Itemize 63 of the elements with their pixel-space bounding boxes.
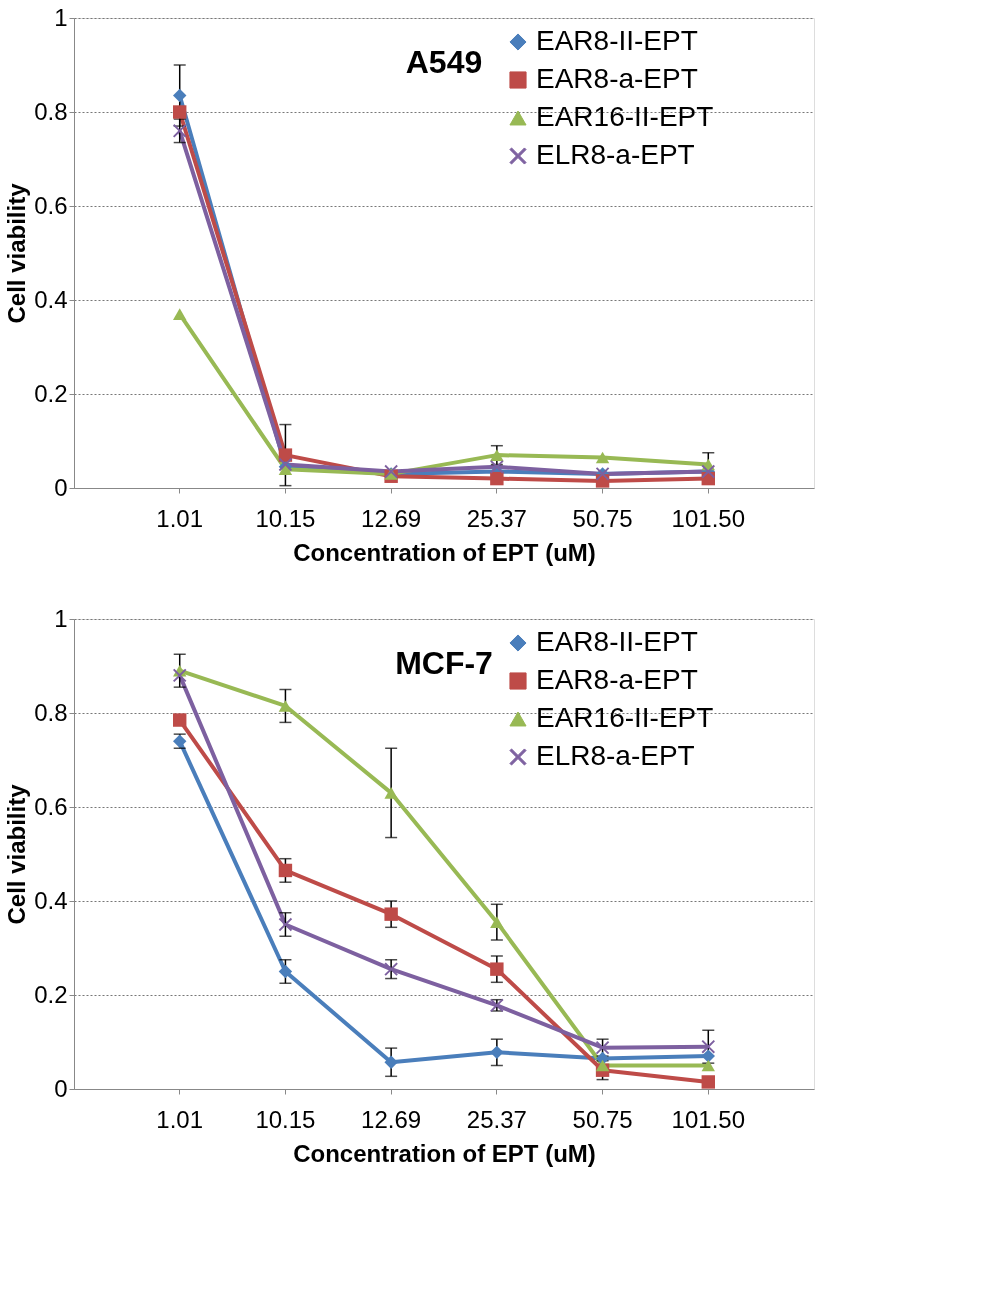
point — [490, 449, 504, 461]
x-tick-label: 25.37 — [466, 1105, 527, 1133]
point — [384, 907, 398, 921]
x-tick-label: 10.15 — [255, 504, 316, 532]
point — [701, 1039, 715, 1054]
y-tick-label: 0 — [54, 473, 68, 501]
x-tick-label: 50.75 — [572, 504, 633, 532]
point — [595, 451, 610, 464]
point — [490, 916, 504, 928]
x-tick-label: 25.37 — [466, 504, 527, 532]
y-axis-title: Cell viability — [3, 182, 31, 324]
point — [173, 713, 187, 727]
point — [384, 787, 398, 799]
y-tick-label: 0 — [54, 1074, 68, 1102]
point — [701, 1049, 715, 1063]
point — [490, 962, 504, 976]
point — [701, 1075, 715, 1089]
y-axis-title: Cell viability — [3, 783, 31, 925]
legend-label: EAR16-II-EPT — [536, 702, 714, 733]
y-tick-label: 1 — [54, 604, 68, 632]
x-tick-label: 12.69 — [361, 1105, 422, 1133]
point — [173, 668, 187, 683]
y-tick-label: 0.6 — [34, 792, 68, 820]
point — [173, 88, 187, 103]
legend-label: EAR16-II-EPT — [536, 101, 714, 132]
legend-label: EAR8-a-EPT — [536, 664, 698, 695]
legend-label: EAR8-a-EPT — [536, 63, 698, 94]
x-tick-label: 101.50 — [671, 1105, 745, 1133]
x-axis-title: Concentration of EPT (uM) — [293, 538, 596, 566]
x-tick-label: 1.01 — [156, 504, 204, 532]
x-tick-label: 101.50 — [671, 504, 745, 532]
point — [384, 1055, 398, 1069]
y-tick-label: 0.8 — [34, 698, 68, 726]
text: MCF-7 — [395, 645, 493, 681]
y-tick-label: 0.8 — [34, 97, 68, 125]
y-tick-label: 0.4 — [34, 285, 68, 313]
x-tick-label: 10.15 — [255, 1105, 316, 1133]
x-tick-label: 50.75 — [572, 1105, 633, 1133]
point — [595, 1059, 610, 1072]
point — [490, 1045, 504, 1060]
x-axis-title: Concentration of EPT (uM) — [293, 1139, 596, 1167]
point — [490, 471, 504, 486]
point — [701, 1059, 715, 1072]
y-tick-label: 0.6 — [34, 191, 68, 219]
point — [173, 105, 187, 119]
y-tick-label: 0.4 — [34, 886, 68, 914]
y-tick-label: 0.2 — [34, 379, 68, 407]
legend-label: ELR8-a-EPT — [536, 740, 695, 771]
y-tick-label: 0.2 — [34, 980, 68, 1008]
point — [173, 124, 187, 138]
point — [278, 964, 293, 979]
legend-label: EAR8-II-EPT — [536, 626, 698, 657]
legend-label: EAR8-II-EPT — [536, 25, 698, 56]
text: A549 — [405, 44, 483, 80]
point — [490, 460, 504, 474]
legend-label: ELR8-a-EPT — [536, 139, 695, 170]
point — [384, 962, 398, 976]
point — [173, 308, 187, 320]
point — [278, 917, 293, 932]
point — [278, 863, 293, 878]
x-tick-label: 12.69 — [361, 504, 422, 532]
x-tick-label: 1.01 — [156, 1105, 204, 1133]
y-tick-label: 1 — [54, 3, 68, 31]
